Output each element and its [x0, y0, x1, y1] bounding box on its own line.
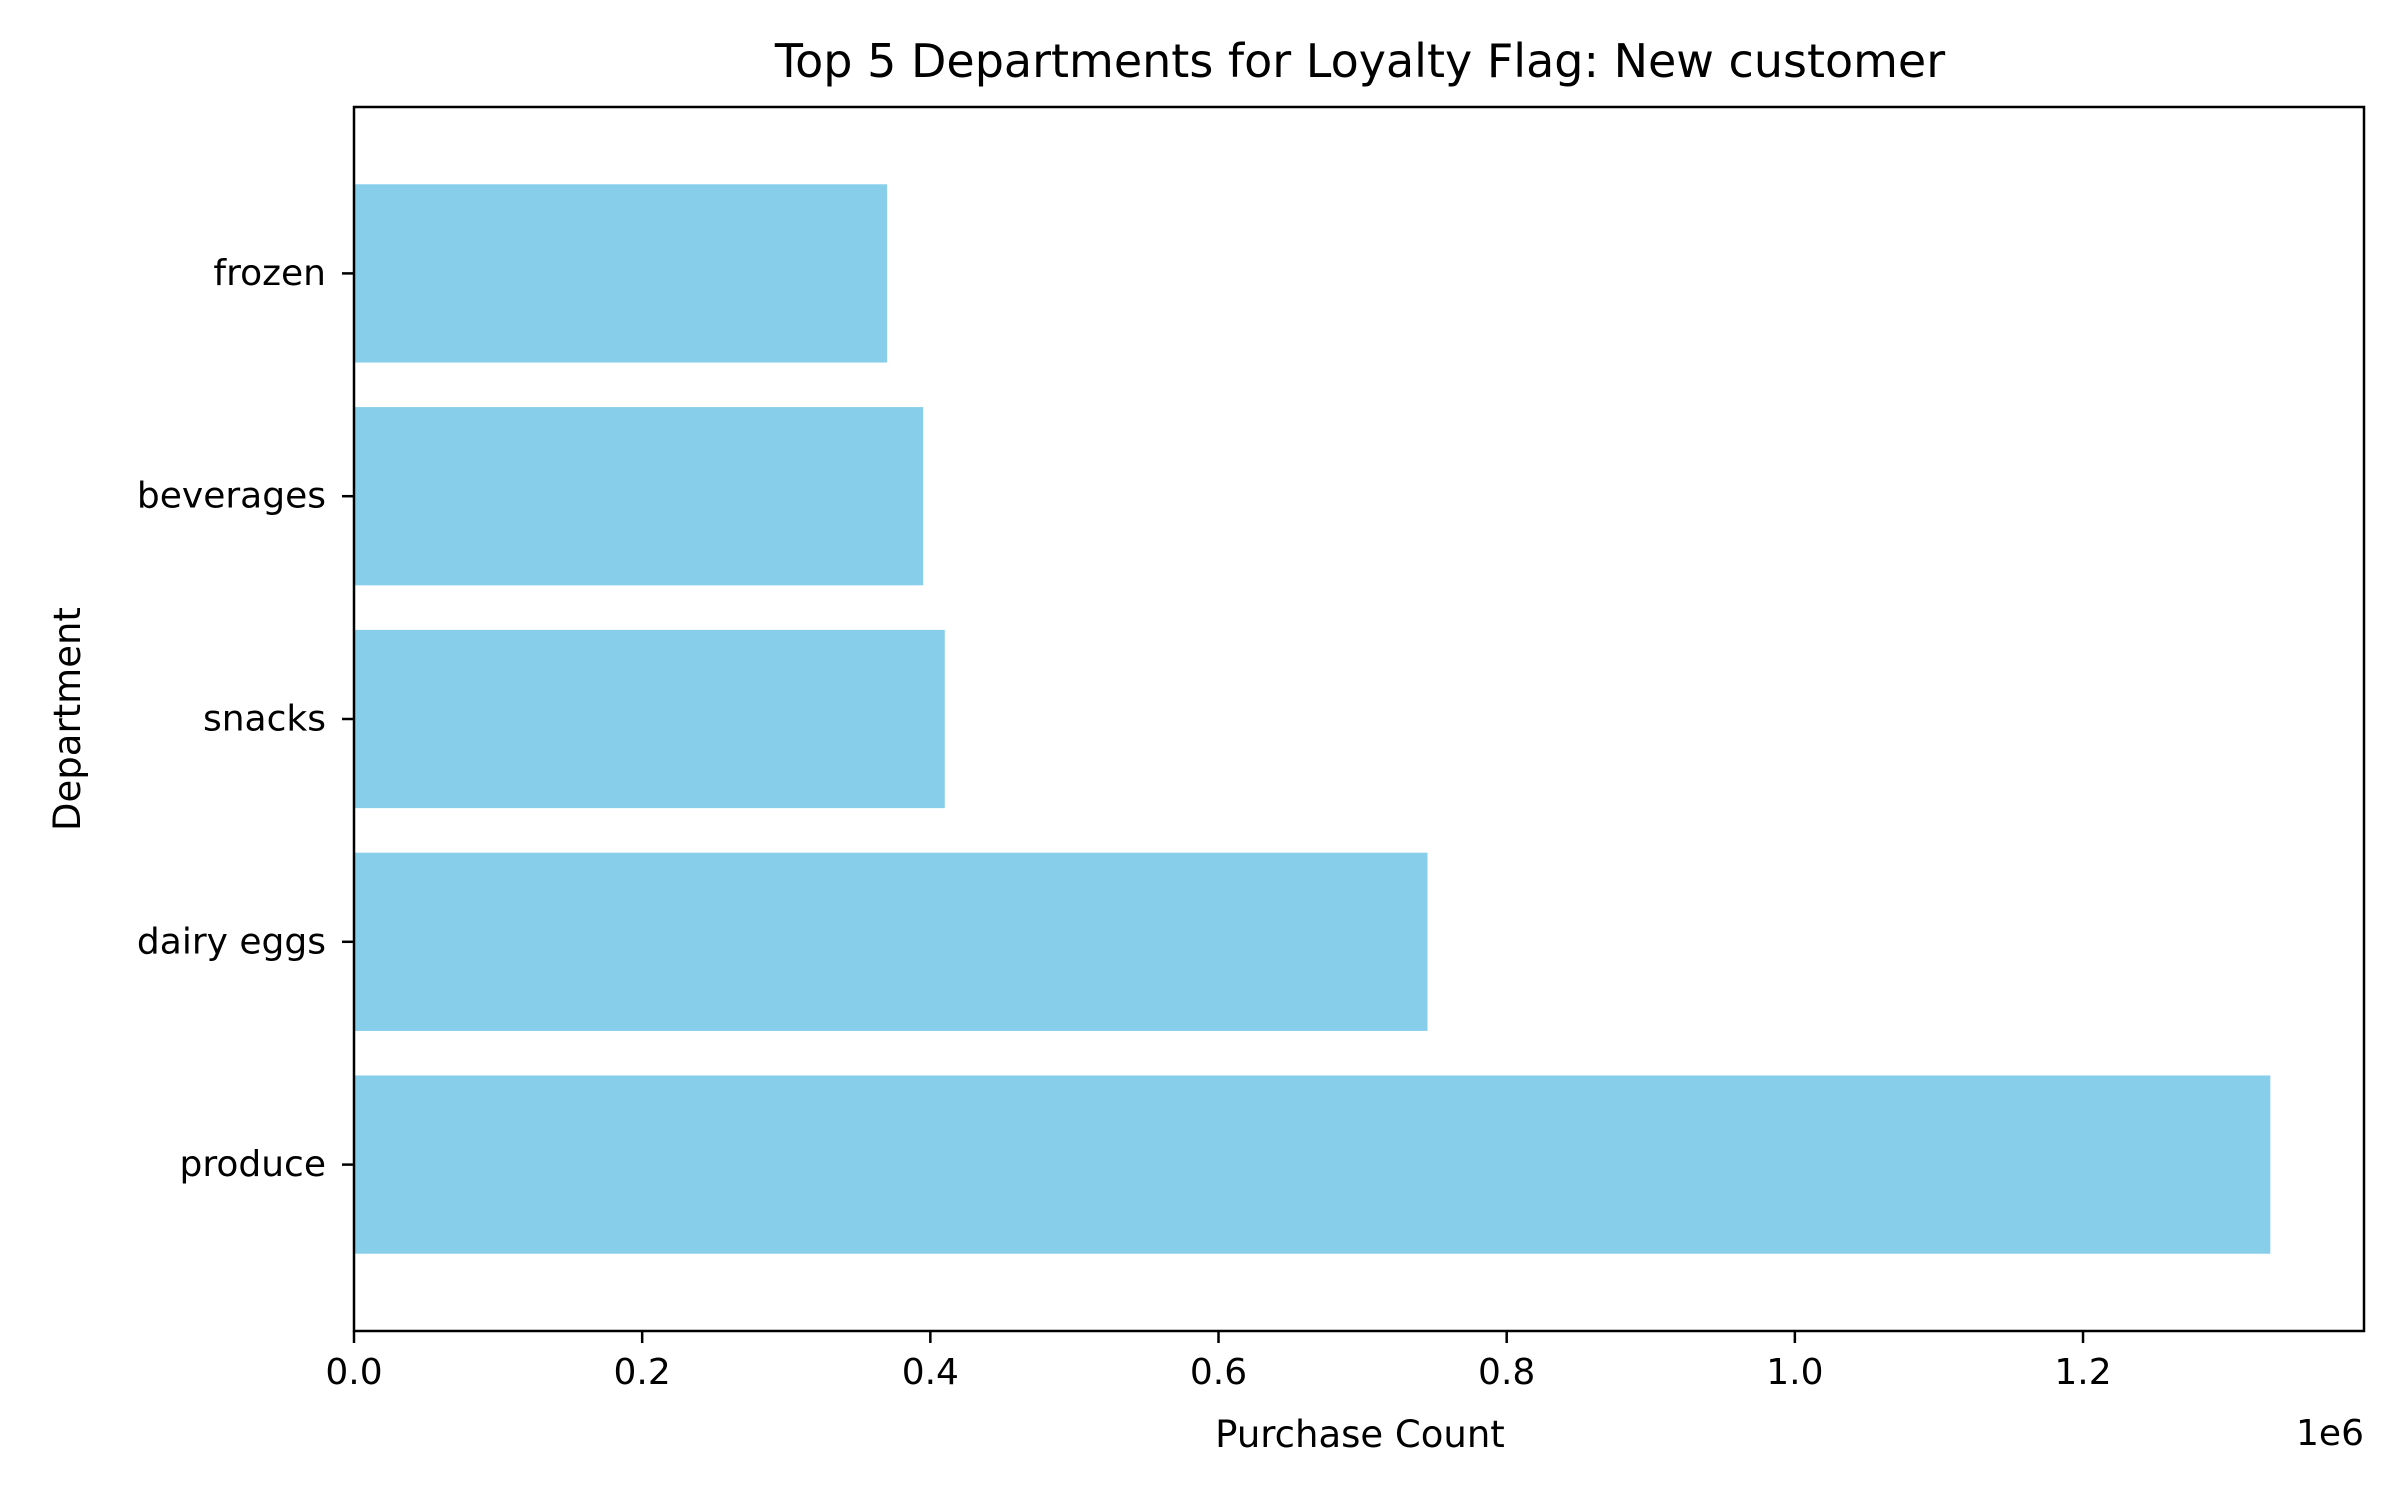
y-tick-label: frozen [213, 253, 326, 294]
x-tick-label: 1.0 [1766, 1352, 1823, 1393]
x-tick-label: 0.0 [325, 1352, 382, 1393]
x-axis-offset-label: 1e6 [2296, 1413, 2364, 1454]
bar-snacks [354, 629, 945, 809]
x-tick-label: 0.6 [1190, 1352, 1247, 1393]
x-tick-label: 0.2 [614, 1352, 671, 1393]
y-tick-label: snacks [203, 699, 326, 740]
bar-frozen [354, 184, 888, 363]
chart-title: Top 5 Departments for Loyalty Flag: New … [774, 34, 1945, 88]
x-tick-label: 0.4 [902, 1352, 959, 1393]
x-axis-label: Purchase Count [1215, 1413, 1505, 1456]
y-axis-label: Department [46, 607, 89, 831]
y-tick-label: dairy eggs [137, 921, 326, 962]
y-tick-label: produce [180, 1144, 327, 1185]
x-tick-label: 0.8 [1478, 1352, 1535, 1393]
bar-beverages [354, 407, 924, 586]
bar-dairy-eggs [354, 852, 1428, 1031]
x-tick-label: 1.2 [2054, 1352, 2111, 1393]
bars-group [354, 184, 2271, 1254]
bar-produce [354, 1075, 2271, 1254]
x-axis: 0.0 0.2 0.4 0.6 0.8 1.0 1.2 [325, 1331, 2112, 1393]
y-axis: produce dairy eggs snacks beverages frozen [137, 253, 354, 1185]
y-tick-label: beverages [137, 476, 326, 517]
